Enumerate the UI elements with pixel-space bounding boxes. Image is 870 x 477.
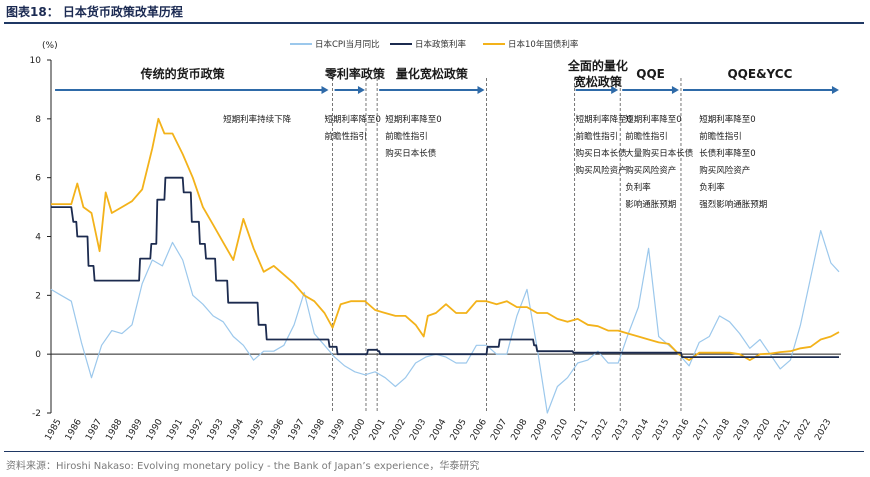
- x-tick-label: 2005: [449, 418, 469, 443]
- cpi-series-line: [50, 230, 840, 414]
- policy-note-line: 短期利率降至0: [385, 114, 441, 125]
- x-tick-label: 2004: [428, 417, 448, 442]
- x-tick-label: 1988: [104, 417, 124, 442]
- x-tick-label: 2014: [631, 417, 651, 442]
- x-tick-label: 2017: [692, 418, 712, 443]
- policy-note-line: 短期利率降至0: [625, 114, 681, 125]
- legend-label: 日本政策利率: [415, 39, 467, 50]
- x-tick-label: 2008: [510, 417, 530, 442]
- y-tick-label: 6: [35, 174, 41, 184]
- notes-group: 短期利率持续下降 短期利率降至0前瞻性指引短期利率降至0前瞻性指引购买日本长债短期…: [223, 114, 767, 210]
- legend-label: 日本CPI当月同比: [315, 39, 380, 50]
- period-arrowhead: [321, 86, 329, 94]
- x-tick-label: 2011: [570, 418, 590, 443]
- policy-note-line: 前瞻性指引: [324, 131, 367, 142]
- title-rule: [4, 22, 864, 24]
- legend-label: 日本10年国债利率: [508, 39, 579, 50]
- x-tick-label: 2010: [550, 417, 570, 442]
- x-tick-label: 2019: [732, 417, 752, 442]
- x-tick-label: 2000: [347, 417, 367, 442]
- x-tick-label: 2020: [753, 417, 773, 442]
- period-arrowhead: [831, 86, 839, 94]
- x-tick-label: 1993: [206, 418, 226, 443]
- policy-note-line: 大量购买日本长债: [625, 148, 694, 159]
- policy-note-line: 强烈影响通胀预期: [699, 199, 767, 210]
- source-rule: [4, 451, 864, 452]
- policy-note-line: 购买风险资产: [625, 165, 676, 176]
- policy-note-line: 前瞻性指引: [699, 131, 742, 142]
- series-group: [50, 117, 840, 414]
- policy-rate-series-line: [51, 176, 839, 358]
- y-tick-label: 0: [35, 350, 41, 360]
- period-label: 零利率政策: [324, 66, 386, 81]
- y-tick-label: -2: [32, 409, 41, 419]
- x-tick-label: 2002: [388, 418, 408, 443]
- policy-note-line: 购买风险资产: [699, 165, 750, 176]
- policy-note-line: 短期利率持续下降: [223, 114, 292, 125]
- policy-note-line: 影响通胀预期: [625, 199, 676, 210]
- x-tick-label: 1998: [307, 417, 327, 442]
- axes-group: -2 0 2 4 6 8 10(%) 1985 1986 1987 1988 1989 1990 1991…: [30, 41, 841, 442]
- policy-note-line: 短期利率降至0: [576, 114, 632, 125]
- policy-note-line: 负利率: [699, 182, 725, 193]
- x-tick-label: 2021: [773, 418, 793, 443]
- policy-note-line: 前瞻性指引: [625, 131, 668, 142]
- x-tick-label: 2009: [530, 417, 550, 442]
- period-arrowhead: [477, 86, 485, 94]
- x-tick-label: 2001: [368, 418, 388, 443]
- x-tick-label: 2018: [712, 417, 732, 442]
- period-label: 传统的货币政策: [140, 66, 226, 81]
- x-tick-label: 2022: [793, 418, 813, 443]
- x-tick-label: 2015: [651, 418, 671, 443]
- period-arrowhead: [611, 86, 619, 94]
- x-tick-label: 2007: [489, 418, 509, 443]
- y-tick-label: 4: [35, 233, 41, 243]
- policy-note-line: 前瞻性指引: [385, 131, 428, 142]
- x-tick-label: 2012: [591, 418, 611, 443]
- policy-note-line: 长债利率降至0: [699, 148, 755, 159]
- source-note: 资料来源：Hiroshi Nakaso: Evolving monetary p…: [6, 461, 480, 472]
- y-tick-label: 2: [35, 291, 41, 301]
- policy-note-line: 短期利率降至0: [699, 114, 755, 125]
- x-tick-label: 2023: [813, 418, 833, 443]
- figure-title: 图表18： 日本货币政策改革历程: [6, 5, 183, 19]
- policy-note-line: 前瞻性指引: [576, 131, 619, 142]
- policy-note-line: 负利率: [625, 182, 651, 193]
- y-tick-label: 8: [35, 115, 41, 125]
- x-tick-label: 1986: [64, 417, 84, 442]
- x-tick-label: 1996: [266, 417, 286, 442]
- x-tick-label: 1992: [185, 418, 205, 443]
- x-tick-label: 2016: [672, 417, 692, 442]
- x-tick-label: 1995: [246, 418, 266, 443]
- x-tick-label: 2013: [611, 418, 631, 443]
- policy-note-line: 短期利率降至0: [324, 114, 380, 125]
- policy-note-line: 购买风险资产: [576, 165, 627, 176]
- legend-group: 日本CPI当月同比 日本政策利率 日本10年国债利率: [290, 39, 579, 50]
- jgb10y-series-line: [51, 117, 840, 361]
- y-tick-label: 10: [30, 56, 42, 66]
- x-tick-label: 1999: [327, 417, 347, 442]
- period-label: QQE&YCC: [727, 67, 792, 81]
- x-tick-label: 1987: [84, 418, 104, 443]
- x-tick-label: 1997: [287, 418, 307, 443]
- x-tick-label: 1990: [145, 417, 165, 442]
- period-label-line2: 宽松政策: [573, 74, 623, 89]
- x-tick-label: 2006: [469, 417, 489, 442]
- policy-note-line: 购买日本长债: [576, 148, 628, 159]
- chart: -2 0 2 4 6 8 10(%) 1985 1986 1987 1988 1989 1990 1991…: [30, 39, 841, 442]
- x-tick-label: 1985: [44, 418, 64, 443]
- period-arrowhead: [671, 86, 679, 94]
- policy-note-line: 购买日本长债: [385, 148, 437, 159]
- period-label: 量化宽松政策: [396, 66, 469, 81]
- x-tick-label: 2003: [408, 418, 428, 443]
- period-arrowhead: [357, 86, 365, 94]
- x-tick-label: 1989: [125, 417, 145, 442]
- y-unit-label: (%): [42, 41, 58, 51]
- x-tick-label: 1994: [226, 417, 246, 442]
- period-label: QQE: [636, 67, 665, 81]
- x-tick-label: 1991: [165, 418, 185, 443]
- period-label: 全面的量化: [567, 58, 628, 73]
